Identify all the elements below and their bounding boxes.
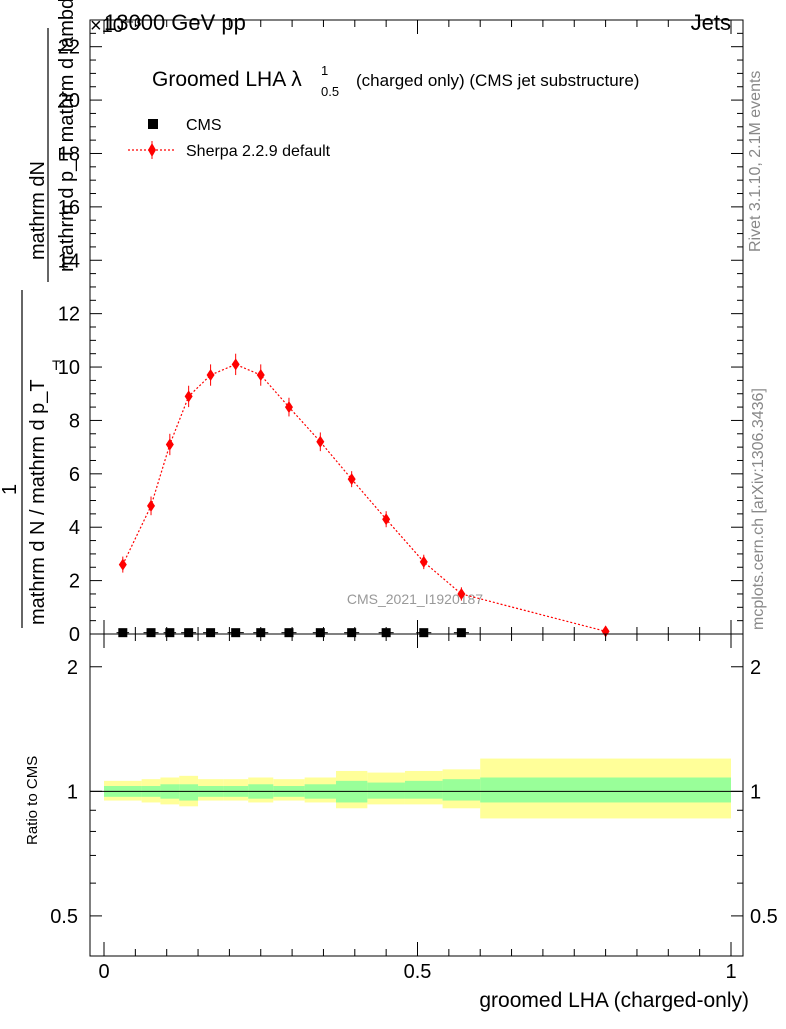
cms-point [456,628,466,638]
x-tick-label: 0.5 [404,961,432,983]
title-main: Groomed LHA [152,68,286,91]
sherpa-point [316,435,325,448]
main-y-tick-label: 14 [58,250,80,272]
header-right: Jets [691,10,731,35]
title-sub: 0.5 [321,84,339,99]
sherpa-point [165,438,174,451]
sherpa-point [419,555,428,568]
sherpa-point [184,390,193,403]
cms-point [146,628,156,638]
cms-point [381,628,391,638]
x-axis-label: groomed LHA (charged-only) [479,989,749,1012]
main-y-tick-label: 10 [58,357,80,379]
main-y-tick-label: 18 [58,143,80,165]
cms-point [184,628,194,638]
legend-sherpa-label: Sherpa 2.2.9 default [186,143,331,160]
ratio-band-inner [404,780,443,799]
cms-point [347,628,357,638]
sherpa-point [284,401,293,414]
cms-point [206,628,216,638]
legend-cms-label: CMS [186,117,222,134]
ratio-y-tick-label: 0.5 [50,906,78,928]
title-symbol: λ [291,68,302,91]
title-suffix: (charged only) (CMS jet substructure) [356,71,639,90]
cms-point [284,628,294,638]
legend: CMS Sherpa 2.2.9 default [128,117,331,160]
main-y-tick-label: 22 [58,37,80,59]
main-y-tick-label: 4 [69,517,80,539]
ratio-y-label: Ratio to CMS [24,756,41,845]
ratio-y-tick-label-right: 1 [750,781,761,803]
rivet-label: Rivet 3.1.10, 2.1M events [747,71,764,252]
sherpa-line [122,363,606,632]
cms-point [165,628,175,638]
ratio-band-inner [367,782,405,799]
ratio-bands-layer [104,758,731,819]
cms-point [419,628,429,638]
sherpa-point [231,358,240,371]
main-panel-frame [89,19,744,635]
main-y-tick-label: 20 [58,90,80,112]
ratio-y-tick-label: 2 [67,657,78,679]
main-x-axis [103,20,732,634]
sherpa-point [382,513,391,526]
main-y-tick-label: 12 [58,304,80,326]
main-y-tick-label: 8 [69,410,80,432]
ratio-band-inner [179,784,199,801]
cms-point [315,628,325,638]
cms-point [256,628,266,638]
main-y-label: mathrm dN mathrm d p_T mathrm d lambda 1… [0,0,78,628]
main-y-tick-label: 0 [69,624,80,646]
ratio-band-inner [442,779,481,801]
title-sup: 1 [321,63,328,78]
main-y-axis: 0 2 4 6 8 10 12 14 16 18 20 22 [58,19,743,646]
main-y-tick-label: 2 [69,571,80,593]
cms-point [231,628,241,638]
main-y-tick-label: 16 [58,197,80,219]
cms-point [118,628,128,638]
sherpa-point [206,369,215,382]
sherpa-point [347,473,356,486]
ratio-y-tick-label-right: 0.5 [750,906,778,928]
sherpa-point [147,499,156,512]
ratio-panel-frame [89,633,744,957]
ylabel-prefactor-den: mathrm d N / mathrm d p_T [27,379,49,625]
chart-title: Groomed LHA λ 1 0.5 (charged only) (CMS j… [152,63,639,99]
legend-cms-marker [148,119,158,129]
ratio-x-axis: 0 0.5 1 [98,634,737,983]
ylabel-denominator: mathrm d p_T mathrm d lambda [56,0,78,272]
sherpa-point [457,587,466,600]
y-exponent: ×10⁻³ [90,15,141,37]
ratio-y-tick-label: 1 [67,781,78,803]
x-tick-label: 0 [98,961,109,983]
sherpa-point [256,369,265,382]
analysis-watermark: CMS_2021_I1920187 [347,591,483,607]
ylabel-prefactor-num: 1 [0,484,21,495]
ylabel-sub-t: T [52,357,61,373]
x-tick-label: 1 [725,961,736,983]
main-data-layer [116,353,610,638]
sherpa-point [118,558,127,571]
ylabel-numerator: mathrm dN [27,161,49,260]
ratio-band-inner [480,777,731,803]
ratio-y-axis: 0.5 0.5 1 1 2 2 [50,657,778,957]
mcplots-label: mcplots.cern.ch [arXiv:1306.3436] [750,388,767,630]
main-y-tick-label: 6 [69,464,80,486]
ratio-y-tick-label-right: 2 [750,657,761,679]
header-left: 13000 GeV pp [104,10,246,35]
